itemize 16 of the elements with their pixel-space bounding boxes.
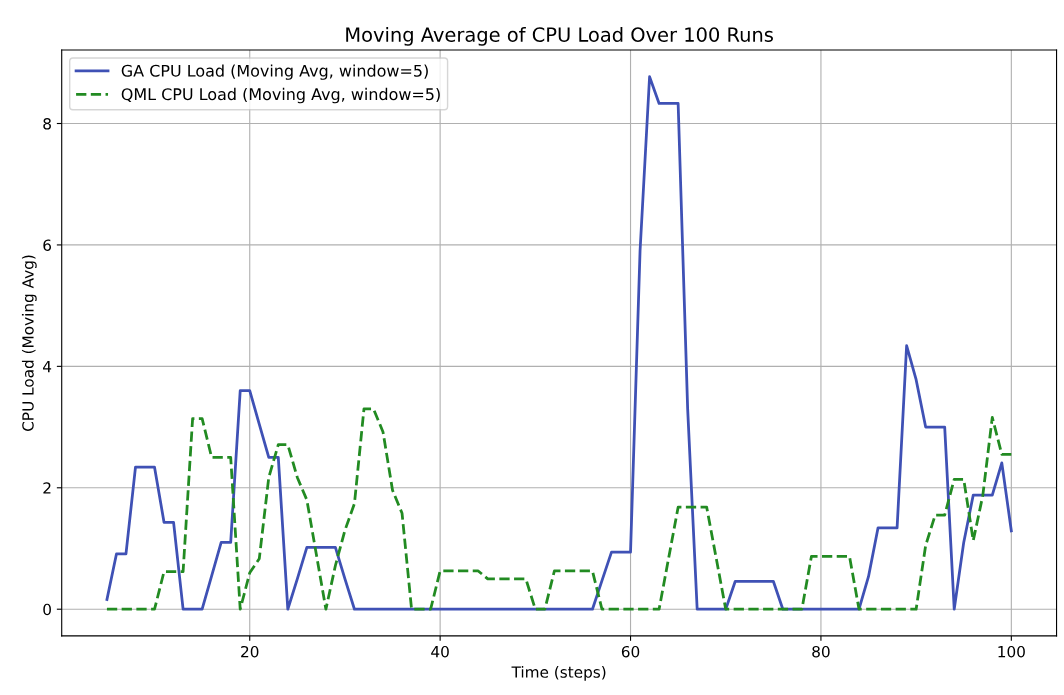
x-tick-label: 80 xyxy=(812,645,830,658)
y-tick-label: 6 xyxy=(43,239,52,251)
y-axis-title: CPU Load (Moving Avg) xyxy=(21,255,37,431)
y-tick-label: 2 xyxy=(43,482,51,494)
x-axis-title: Time (steps) xyxy=(511,665,606,681)
line-series xyxy=(105,407,1013,611)
x-tick-label: 40 xyxy=(431,645,449,658)
legend-label: GA CPU Load (Moving Avg, window=5) xyxy=(121,64,428,80)
y-tick-label: 0 xyxy=(43,603,51,616)
y-tick-label: 8 xyxy=(43,117,51,130)
x-tick-label: 100 xyxy=(998,645,1025,658)
x-tick-label: 20 xyxy=(241,645,259,658)
y-tick-label: 4 xyxy=(43,361,52,373)
x-tick-label: 60 xyxy=(621,645,640,658)
chart-title: Moving Average of CPU Load Over 100 Runs xyxy=(346,26,773,46)
legend-label: QML CPU Load (Moving Avg, window=5) xyxy=(121,87,440,104)
